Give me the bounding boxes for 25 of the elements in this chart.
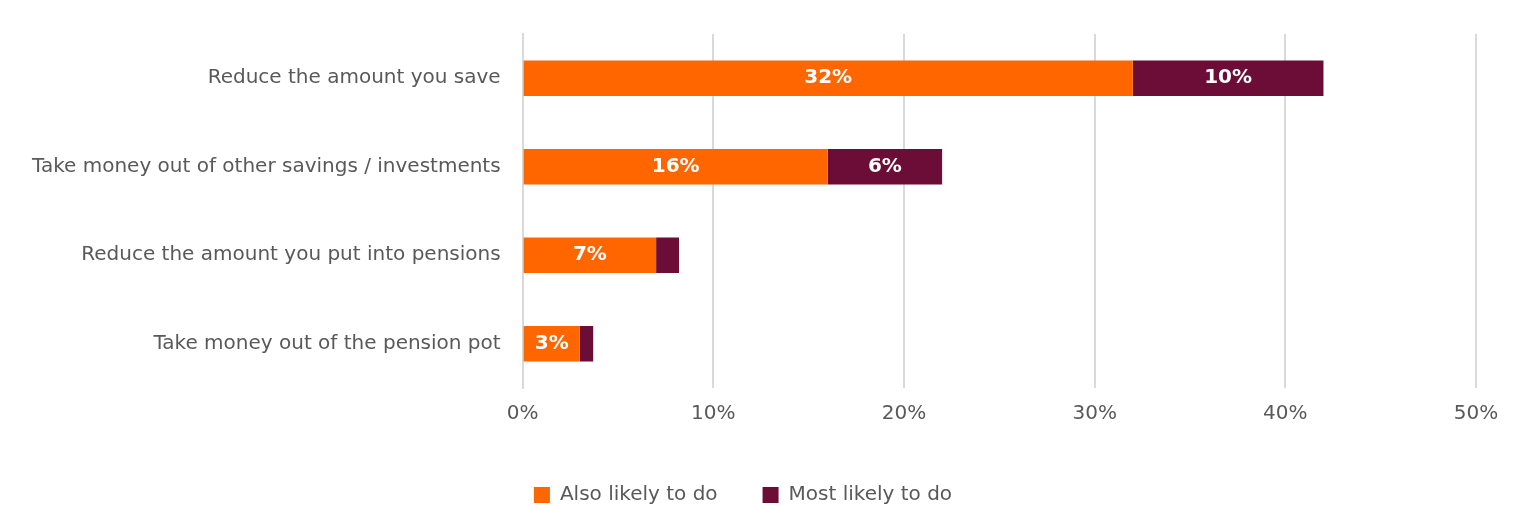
legend-label: Also likely to do bbox=[559, 481, 718, 506]
bar bbox=[656, 237, 679, 273]
x-tick-label: 50% bbox=[1453, 400, 1499, 425]
x-tick-label: 30% bbox=[1072, 400, 1117, 425]
data-label: 32% bbox=[804, 64, 853, 89]
data-label: 6% bbox=[867, 152, 902, 177]
y-tick-label: Take money out of other savings / investments bbox=[30, 152, 501, 177]
y-tick-label: Reduce the amount you put into pensions bbox=[81, 241, 501, 266]
bar bbox=[1132, 60, 1324, 96]
bar bbox=[523, 149, 828, 185]
y-tick-label: Take money out of the pension pot bbox=[152, 329, 501, 354]
x-tick-label: 40% bbox=[1263, 400, 1308, 425]
x-tick-label: 0% bbox=[506, 400, 539, 425]
data-label: 7% bbox=[572, 241, 607, 266]
y-tick-label: Reduce the amount you save bbox=[207, 64, 501, 89]
bar bbox=[827, 149, 943, 185]
legend-label: Most likely to do bbox=[788, 481, 953, 506]
x-tick-label: 20% bbox=[881, 400, 927, 425]
bar bbox=[523, 60, 1133, 96]
data-label: 10% bbox=[1204, 64, 1253, 89]
data-label: 16% bbox=[651, 152, 700, 177]
bar bbox=[579, 326, 594, 362]
x-tick-label: 10% bbox=[691, 400, 736, 425]
bar bbox=[523, 237, 657, 273]
data-label: 3% bbox=[534, 329, 569, 354]
